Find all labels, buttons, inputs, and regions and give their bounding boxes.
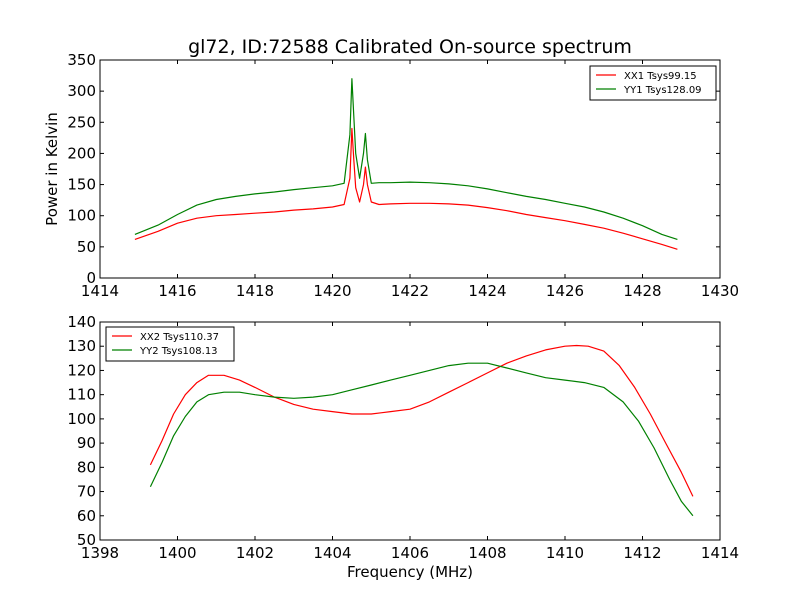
bottom-x-tick-label: 1406 [391,544,429,562]
bottom-series-0-line [149,344,694,497]
top-x-tick-label: 1418 [236,282,274,300]
bottom-y-tick-label: 110 [67,386,96,404]
top-series-1-line [134,78,678,240]
top-legend-label-1: YY1 Tsys128.09 [623,85,702,96]
bottom-legend-box [105,326,235,362]
bottom-y-tick-label: 90 [77,434,96,452]
top-y-tick-label: 300 [67,82,96,100]
top-x-tick-label: 1430 [701,282,739,300]
top-y-tick-label: 150 [67,176,96,194]
top-x-tick-label: 1426 [546,282,584,300]
top-y-axis-label: Power in Kelvin [43,112,61,226]
bottom-x-tick-label: 1398 [81,544,119,562]
bottom-y-tick-label: 60 [77,507,96,525]
top-y-tick-label: 50 [77,238,96,256]
top-x-tick-label: 1416 [158,282,196,300]
top-legend: XX1 Tsys99.15 YY1 Tsys128.09 [589,65,717,101]
bottom-y-tick-label: 70 [77,483,96,501]
bottom-x-tick-label: 1402 [236,544,274,562]
bottom-legend: XX2 Tsys110.37 YY2 Tsys108.13 [105,326,235,362]
bottom-axes-group: 1398 1400 1402 1404 1406 1408 1410 1412 1414 50 60… [67,313,739,562]
top-legend-box [589,65,717,101]
bottom-x-tick-label: 1412 [623,544,661,562]
top-y-tick-label: 250 [67,113,96,131]
top-y-tick-label: 200 [67,144,96,162]
top-y-tick-label: 100 [67,207,96,225]
bottom-x-tick-label: 1414 [701,544,739,562]
bottom-x-tick-label: 1400 [158,544,196,562]
top-x-tick-label: 1424 [468,282,506,300]
bottom-y-tick-label: 130 [67,337,96,355]
top-legend-label-0: XX1 Tsys99.15 [624,71,697,82]
bottom-y-tick-label: 80 [77,458,96,476]
top-axes-group: 1414 1416 1418 1420 1422 1424 1426 1428 1430 0 50 1… [67,51,739,300]
top-series-0-line [134,127,678,250]
top-y-tick-label: 0 [86,269,96,287]
bottom-x-tick-label: 1404 [313,544,351,562]
bottom-y-tick-label: 140 [67,313,96,331]
bottom-y-tick-label: 50 [77,531,96,549]
bottom-legend-label-0: XX2 Tsys110.37 [140,332,219,343]
top-x-tick-label: 1428 [623,282,661,300]
bottom-legend-label-1: YY2 Tsys108.13 [139,346,218,357]
bottom-x-axis-label: Frequency (MHz) [347,563,473,581]
chart-title: gl72, ID:72588 Calibrated On-source spec… [188,36,632,58]
bottom-x-tick-label: 1408 [468,544,506,562]
bottom-y-tick-label: 120 [67,361,96,379]
top-x-tick-label: 1422 [391,282,429,300]
bottom-y-tick-label: 100 [67,410,96,428]
bottom-series-1-line [149,362,694,517]
top-x-tick-label: 1420 [313,282,351,300]
top-x-tick-label: 1414 [81,282,119,300]
top-y-tick-label: 350 [67,51,96,69]
bottom-x-tick-label: 1410 [546,544,584,562]
